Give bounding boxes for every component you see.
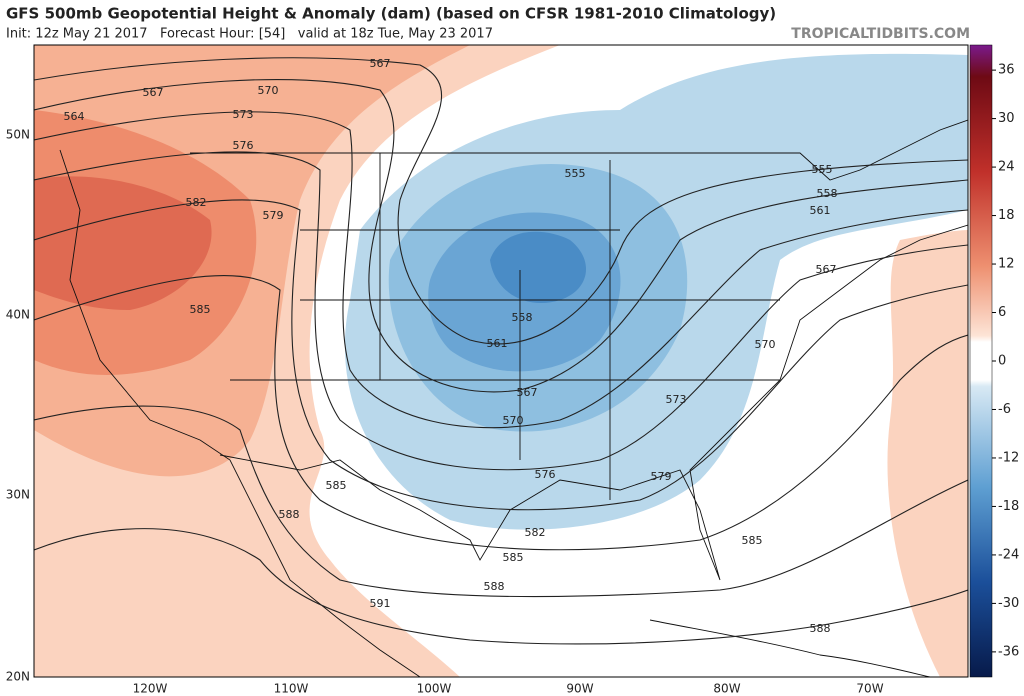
colorbar bbox=[969, 44, 993, 678]
contour-label: 579 bbox=[651, 470, 672, 483]
contour-label: 570 bbox=[503, 414, 524, 427]
lon-label: 70W bbox=[856, 682, 883, 696]
contour-label: 564 bbox=[64, 110, 85, 123]
subtitle: Init: 12z May 21 2017 Forecast Hour: [54… bbox=[6, 27, 493, 42]
neutral bbox=[310, 513, 968, 677]
colorbar-tick-label: 30 bbox=[998, 111, 1015, 126]
contour-label: 561 bbox=[810, 204, 831, 217]
negative-anomaly bbox=[490, 231, 587, 304]
contour-label: 585 bbox=[190, 303, 211, 316]
colorbar-tick-label: -12 bbox=[998, 450, 1019, 465]
contour-label: 576 bbox=[233, 139, 254, 152]
contour-label: 585 bbox=[326, 479, 347, 492]
lon-label: 90W bbox=[566, 682, 593, 696]
positive-anomaly bbox=[34, 176, 212, 310]
lon-label: 100W bbox=[417, 682, 452, 696]
lon-label: 110W bbox=[274, 682, 309, 696]
contour-label: 570 bbox=[755, 338, 776, 351]
longitude-labels: 120W 110W 100W 90W 80W 70W bbox=[133, 682, 884, 696]
contour-label: 567 bbox=[517, 386, 538, 399]
contour-label: 570 bbox=[258, 84, 279, 97]
lat-label: 30N bbox=[6, 488, 30, 502]
contour-label: 582 bbox=[186, 196, 207, 209]
contour-label: 558 bbox=[817, 187, 838, 200]
contour-label: 558 bbox=[512, 311, 533, 324]
contour-label: 585 bbox=[503, 551, 524, 564]
contour-label: 567 bbox=[370, 57, 391, 70]
map bbox=[34, 45, 968, 677]
colorbar-tick-label: 36 bbox=[998, 63, 1015, 78]
contour-label: 567 bbox=[143, 86, 164, 99]
colorbar-tick-label: -24 bbox=[998, 547, 1019, 562]
colorbar-tick-label: 0 bbox=[998, 354, 1006, 369]
contour-label: 576 bbox=[535, 468, 556, 481]
contour-label: 573 bbox=[666, 393, 687, 406]
lat-label: 20N bbox=[6, 670, 30, 684]
colorbar-tick-label: 6 bbox=[998, 305, 1006, 320]
positive-anomaly bbox=[887, 230, 968, 677]
lon-label: 120W bbox=[133, 682, 168, 696]
contour-label: 588 bbox=[484, 580, 505, 593]
watermark: TROPICALTIDBITS.COM bbox=[791, 26, 970, 42]
contour-label: 582 bbox=[525, 526, 546, 539]
colorbar-tick-label: 12 bbox=[998, 257, 1015, 272]
contour-label: 555 bbox=[565, 167, 586, 180]
lat-label: 50N bbox=[6, 128, 30, 142]
height-contours bbox=[34, 57, 968, 645]
colorbar-tick-label: -18 bbox=[998, 499, 1019, 514]
borders bbox=[59, 119, 968, 677]
contour-label: 585 bbox=[742, 534, 763, 547]
colorbar-tick-label: -30 bbox=[998, 596, 1019, 611]
colorbar-tick-label: -6 bbox=[998, 402, 1011, 417]
latitude-labels: 50N 40N 30N 20N bbox=[6, 128, 30, 684]
contour-label: 573 bbox=[233, 108, 254, 121]
contour-label: 591 bbox=[370, 597, 391, 610]
colorbar-tick-label: 24 bbox=[998, 160, 1015, 175]
contour-label: 567 bbox=[816, 263, 837, 276]
lat-label: 40N bbox=[6, 308, 30, 322]
title: GFS 500mb Geopotential Height & Anomaly … bbox=[6, 5, 776, 23]
colorbar-tick-label: 18 bbox=[998, 208, 1015, 223]
contour-label: 588 bbox=[810, 622, 831, 635]
lon-label: 80W bbox=[713, 682, 740, 696]
contour-label: 579 bbox=[263, 209, 284, 222]
contour-label: 588 bbox=[279, 508, 300, 521]
contour-label: 561 bbox=[487, 337, 508, 350]
map-frame bbox=[33, 44, 969, 678]
colorbar-tick-label: -36 bbox=[998, 644, 1019, 659]
contour-label: 555 bbox=[812, 163, 833, 176]
